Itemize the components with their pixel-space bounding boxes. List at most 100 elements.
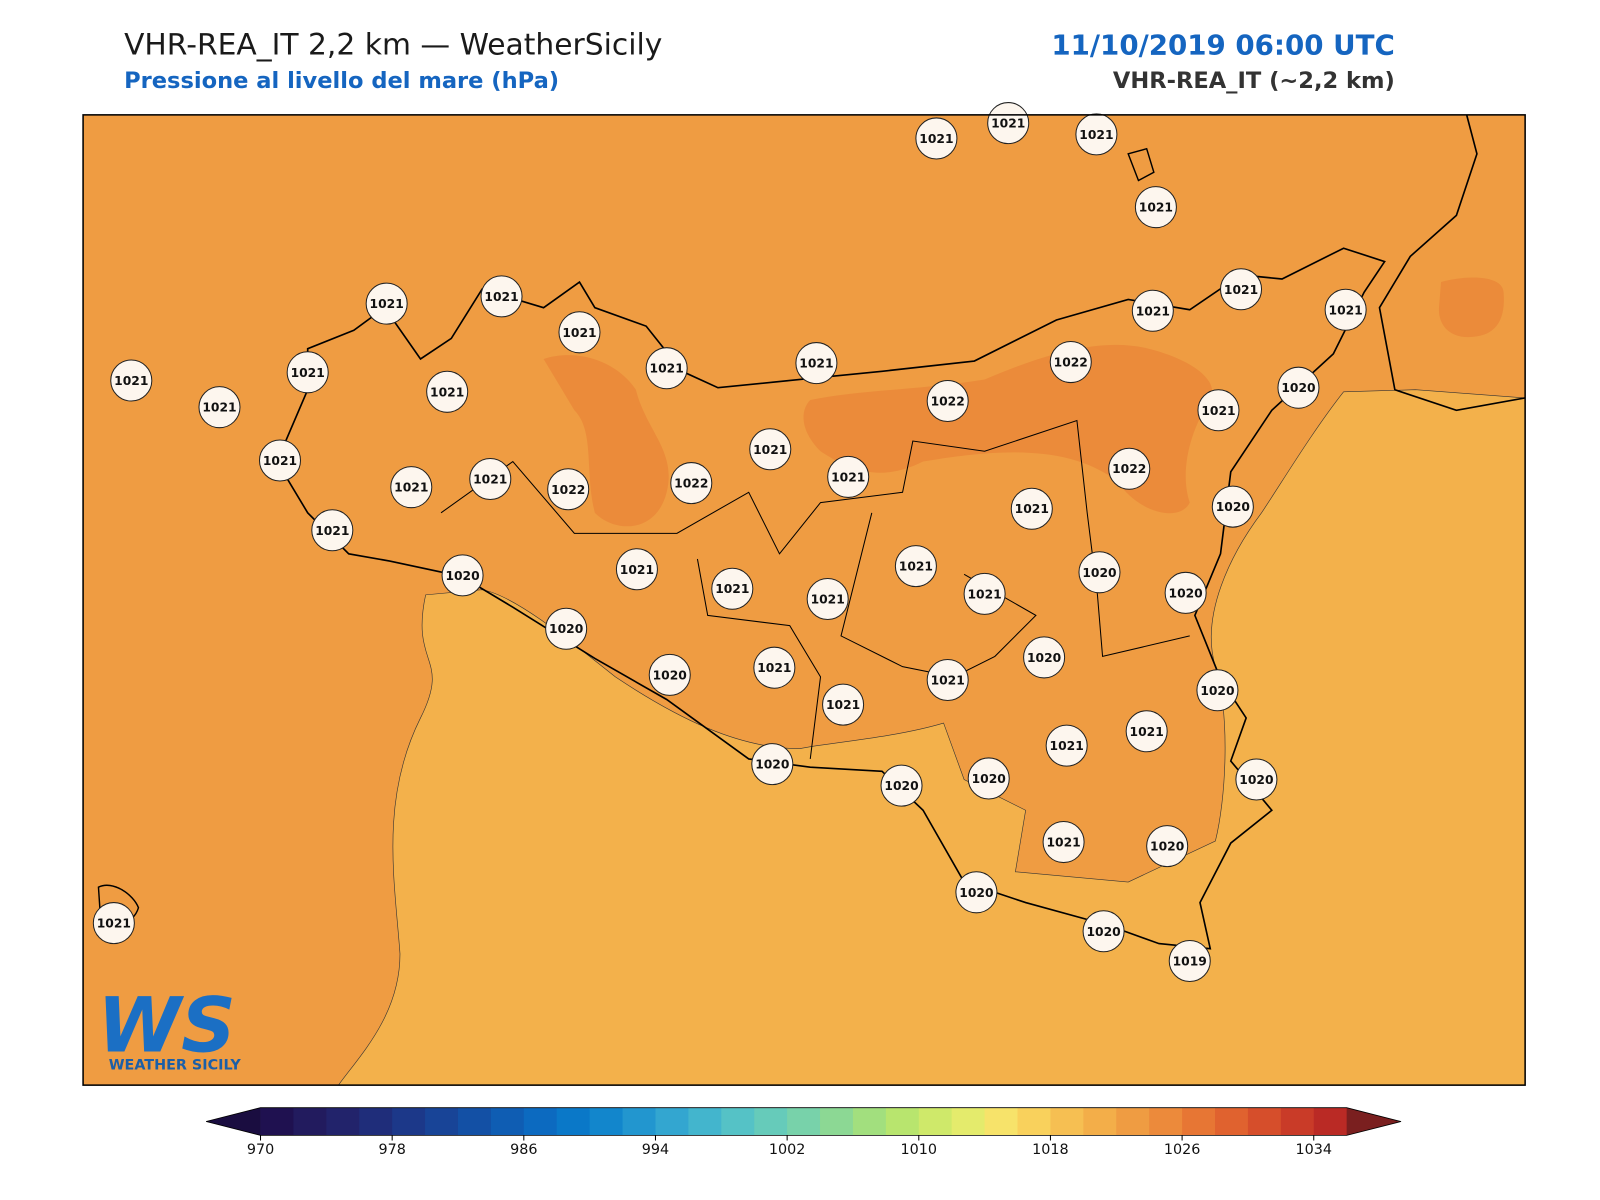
station-value: 1020	[1281, 381, 1315, 395]
station-value: 1019	[1173, 955, 1207, 969]
station-marker	[469, 457, 512, 500]
station-value: 1020	[1169, 586, 1203, 600]
station-value: 1021	[1130, 725, 1164, 739]
colorbar-swatch	[326, 1107, 360, 1136]
station-marker	[1108, 447, 1151, 490]
colorbar-swatch	[1247, 1107, 1282, 1136]
colorbar-swatch	[457, 1107, 492, 1136]
colorbar-swatch	[1149, 1107, 1183, 1136]
station-marker	[894, 545, 937, 588]
station-value: 1021	[1201, 404, 1235, 418]
station: 1021	[110, 359, 153, 402]
station-marker	[645, 347, 688, 390]
station-value: 1020	[1200, 684, 1234, 698]
colorbar-swatch	[820, 1107, 854, 1136]
map: 1021 1021 1021 1021 1021 1021 1021 1021 1021 1021…	[82, 102, 1526, 1086]
station-value: 1021	[473, 473, 507, 487]
station-marker	[547, 468, 590, 511]
map-frame	[82, 114, 1526, 1086]
station: 1021	[822, 683, 865, 726]
station-marker	[1075, 113, 1118, 156]
colorbar-swatch	[852, 1107, 887, 1136]
colorbar-swatch	[1280, 1107, 1315, 1136]
station-marker	[426, 370, 469, 413]
station: 1021	[1010, 487, 1053, 530]
station-value: 1020	[959, 886, 993, 900]
station-marker	[1146, 825, 1189, 868]
station-value: 1020	[755, 758, 789, 772]
colorbar-swatch	[721, 1107, 755, 1136]
station-value: 1021	[931, 674, 965, 688]
colorbar-swatch	[359, 1107, 393, 1136]
station-marker	[545, 607, 588, 650]
colorbar-swatch	[918, 1107, 953, 1136]
colorbar-swatch	[951, 1107, 986, 1136]
field-1022	[1438, 277, 1504, 338]
station-marker	[915, 117, 958, 160]
station-marker	[1010, 487, 1053, 530]
station: 1021	[753, 646, 796, 689]
colorbar-swatch	[622, 1107, 656, 1136]
island	[1127, 147, 1155, 182]
station-marker	[1196, 669, 1239, 712]
station-value: 1020	[1239, 773, 1273, 787]
station: 1021	[645, 347, 688, 390]
station: 1021	[926, 658, 969, 702]
station-marker	[110, 359, 153, 402]
station: 1021	[480, 275, 523, 318]
station: 1020	[1146, 825, 1189, 868]
station-marker	[1078, 551, 1121, 594]
station: 1022	[547, 468, 590, 511]
station-value: 1021	[826, 698, 860, 712]
logo-mark: WS	[97, 981, 235, 1069]
station-value: 1021	[715, 582, 749, 596]
station-value: 1021	[919, 132, 953, 146]
station-value: 1021	[114, 374, 148, 388]
field-1022	[543, 355, 669, 527]
station: 1021	[1219, 268, 1263, 311]
colorbar-swatch	[589, 1107, 624, 1136]
colorbar-swatch	[754, 1107, 788, 1136]
station: 1020	[1023, 636, 1066, 679]
colorbar-tick-label: 1010	[901, 1142, 938, 1158]
station-marker	[365, 282, 408, 325]
station-value: 1022	[551, 483, 585, 497]
station-marker	[1134, 186, 1177, 229]
station-value: 1021	[1046, 836, 1080, 850]
stations: 1021 1021 1021 1021 1021 1021 1021 1021 1021 1021…	[92, 102, 1367, 983]
station-marker	[441, 554, 484, 597]
station-value: 1021	[811, 593, 845, 607]
station: 1021	[198, 386, 241, 429]
station: 1021	[286, 351, 329, 394]
station-value: 1021	[799, 357, 833, 371]
station: 1022	[1049, 341, 1092, 384]
colorbar-swatch	[425, 1107, 459, 1136]
title: VHR-REA_IT 2,2 km — WeatherSicily	[124, 27, 662, 62]
station: 1021	[1134, 186, 1177, 229]
station-marker	[711, 567, 754, 610]
station: 1019	[1168, 940, 1211, 983]
colorbar-swatch	[260, 1107, 294, 1136]
station-marker	[1049, 341, 1092, 384]
station: 1021	[963, 572, 1006, 615]
colorbar-tick-label: 986	[510, 1142, 537, 1158]
colorbar-swatch	[885, 1107, 920, 1136]
colorbar-swatch	[1116, 1107, 1150, 1136]
station: 1021	[795, 342, 838, 385]
colorbar-swatch	[655, 1107, 689, 1136]
colorbar: 970 978 986 994 1002 1010 1018 1026 1034	[206, 1107, 1402, 1158]
station: 1021	[1075, 113, 1118, 156]
station: 1021	[469, 457, 512, 500]
station: 1021	[749, 428, 792, 471]
station-value: 1021	[291, 366, 325, 380]
station-value: 1020	[653, 668, 687, 682]
station-marker	[311, 509, 354, 552]
logo-text: WEATHER SICILY	[109, 1058, 242, 1074]
station-marker	[615, 548, 658, 591]
station-marker	[1023, 636, 1066, 679]
station: 1021	[1131, 289, 1174, 332]
station-value: 1022	[674, 477, 708, 491]
date: 11/10/2019 06:00 UTC	[1051, 28, 1394, 61]
colorbar-tick-label: 994	[642, 1142, 669, 1158]
colorbar-swatch	[688, 1107, 722, 1136]
